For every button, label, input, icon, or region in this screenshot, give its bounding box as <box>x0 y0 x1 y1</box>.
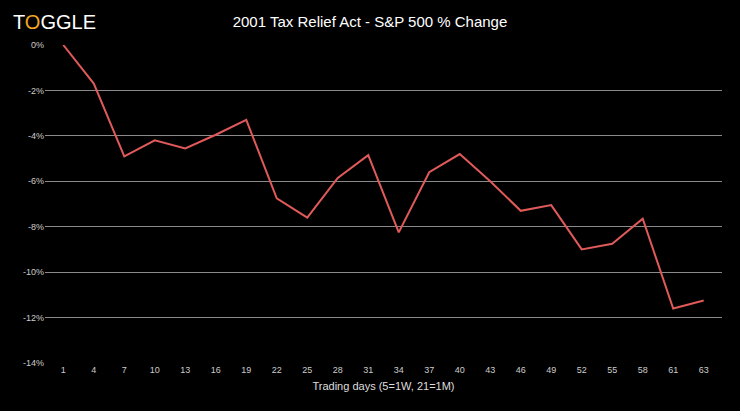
svg-text:TOGGLE: TOGGLE <box>13 11 96 33</box>
svg-text:-6%: -6% <box>28 176 44 186</box>
svg-text:1: 1 <box>61 365 66 375</box>
svg-text:37: 37 <box>424 365 434 375</box>
svg-text:19: 19 <box>241 365 251 375</box>
svg-text:25: 25 <box>302 365 312 375</box>
svg-text:-2%: -2% <box>28 86 44 96</box>
svg-text:7: 7 <box>122 365 127 375</box>
svg-text:-8%: -8% <box>28 222 44 232</box>
svg-text:-4%: -4% <box>28 131 44 141</box>
svg-text:31: 31 <box>363 365 373 375</box>
svg-text:52: 52 <box>577 365 587 375</box>
svg-text:16: 16 <box>211 365 221 375</box>
svg-text:22: 22 <box>272 365 282 375</box>
svg-text:10: 10 <box>150 365 160 375</box>
svg-text:-10%: -10% <box>23 267 44 277</box>
svg-text:-12%: -12% <box>23 313 44 323</box>
svg-text:58: 58 <box>638 365 648 375</box>
svg-text:4: 4 <box>91 365 96 375</box>
svg-text:13: 13 <box>180 365 190 375</box>
svg-text:0%: 0% <box>31 40 44 50</box>
svg-text:43: 43 <box>485 365 495 375</box>
svg-text:2001 Tax Relief Act - S&P 500: 2001 Tax Relief Act - S&P 500 % Change <box>233 13 508 30</box>
svg-text:-14%: -14% <box>23 358 44 368</box>
svg-text:28: 28 <box>333 365 343 375</box>
svg-text:63: 63 <box>699 365 709 375</box>
svg-text:34: 34 <box>394 365 404 375</box>
svg-text:46: 46 <box>516 365 526 375</box>
svg-text:Trading days (5=1W, 21=1M): Trading days (5=1W, 21=1M) <box>312 380 454 392</box>
svg-text:40: 40 <box>455 365 465 375</box>
svg-text:61: 61 <box>668 365 678 375</box>
svg-text:49: 49 <box>546 365 556 375</box>
svg-text:55: 55 <box>607 365 617 375</box>
